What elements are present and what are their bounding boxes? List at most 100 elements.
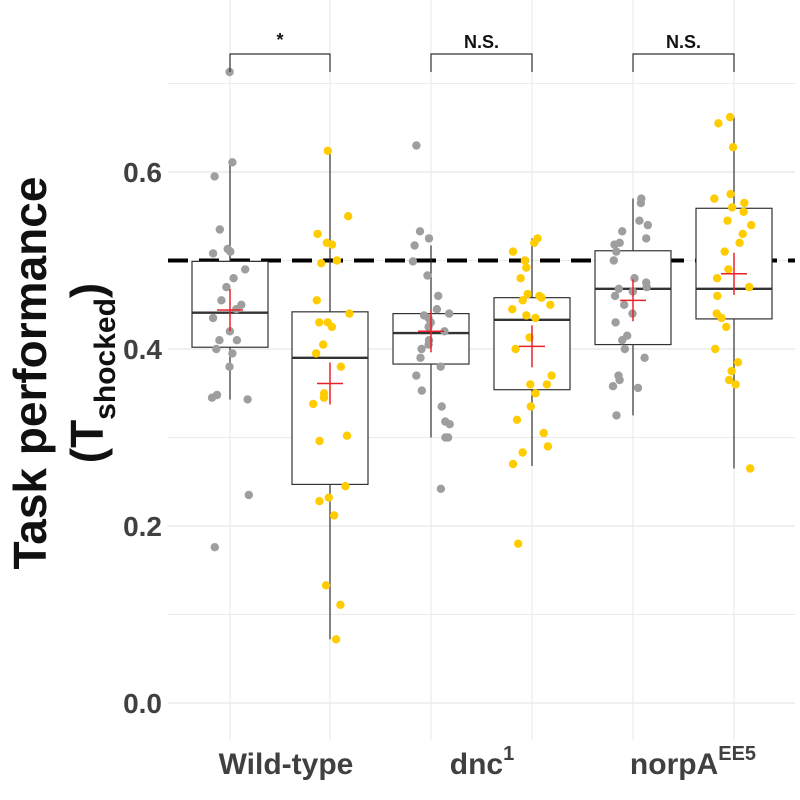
data-point	[518, 448, 527, 457]
data-point	[735, 238, 744, 247]
data-point	[437, 402, 446, 411]
data-point	[228, 158, 237, 167]
data-point	[432, 305, 442, 314]
data-point	[226, 247, 235, 256]
data-point	[640, 353, 649, 362]
data-point	[317, 259, 326, 268]
data-point	[311, 349, 321, 358]
y-tick-label: 0.4	[123, 334, 162, 365]
data-point	[309, 399, 318, 409]
data-point	[424, 234, 434, 243]
data-point	[530, 238, 539, 247]
data-point	[731, 380, 740, 389]
data-point	[327, 240, 337, 249]
data-point	[520, 256, 530, 265]
data-point	[445, 420, 454, 429]
data-point	[207, 393, 217, 402]
data-point	[315, 436, 324, 446]
data-point	[514, 539, 523, 548]
data-point	[643, 220, 652, 230]
data-point	[522, 311, 531, 320]
point-layer	[207, 67, 756, 644]
data-point	[225, 362, 234, 371]
data-point	[511, 344, 520, 354]
significance-bracket	[229, 53, 331, 72]
data-point	[212, 344, 221, 354]
data-point	[723, 216, 732, 225]
data-point	[537, 293, 546, 302]
data-point	[728, 143, 738, 152]
x-category-label: dnc1	[450, 743, 514, 781]
data-point	[436, 362, 445, 371]
data-point	[324, 493, 333, 502]
data-point	[720, 247, 729, 256]
data-point	[417, 386, 426, 395]
significance-label: N.S.	[666, 32, 701, 52]
significance-label: N.S.	[464, 32, 499, 52]
data-point	[712, 274, 722, 283]
data-point	[423, 271, 432, 280]
data-point	[332, 256, 342, 265]
data-point	[618, 227, 627, 236]
data-point	[727, 366, 736, 376]
data-point	[727, 203, 737, 212]
data-point	[441, 433, 450, 442]
data-point	[508, 247, 518, 256]
data-point	[546, 300, 555, 309]
data-point	[208, 313, 218, 323]
significance-label: *	[276, 30, 283, 50]
data-point	[526, 402, 535, 411]
data-point	[215, 225, 224, 234]
data-point	[436, 484, 446, 493]
significance-bracket	[632, 53, 735, 72]
data-point	[620, 344, 629, 354]
data-point	[724, 265, 733, 274]
data-point	[615, 375, 624, 385]
data-point	[341, 482, 350, 491]
x-category-label: norpAEE5	[630, 743, 756, 781]
data-point	[746, 464, 755, 473]
data-point	[522, 263, 531, 272]
data-point	[408, 257, 418, 266]
data-point	[614, 284, 623, 293]
data-point	[345, 309, 354, 318]
data-point	[714, 119, 723, 128]
y-axis-label-line2: (Tshocked)	[61, 283, 122, 463]
data-point	[608, 382, 618, 391]
data-point	[228, 349, 237, 358]
data-point	[344, 212, 353, 221]
data-point	[243, 395, 252, 404]
data-point	[542, 380, 552, 389]
data-point	[342, 431, 352, 440]
data-point	[543, 442, 553, 451]
x-category-label: Wild-type	[219, 748, 354, 781]
y-tick-label: 0.6	[123, 157, 162, 188]
data-point	[321, 581, 331, 590]
data-point	[412, 141, 421, 150]
data-point	[417, 344, 426, 354]
mean-layer	[217, 252, 747, 405]
data-point	[747, 220, 756, 230]
data-point	[739, 207, 748, 216]
data-point	[445, 309, 454, 318]
data-point	[526, 380, 535, 389]
data-point	[630, 274, 639, 283]
data-point	[215, 336, 224, 345]
data-point	[410, 241, 419, 250]
data-point	[642, 234, 651, 243]
data-point	[210, 172, 219, 181]
data-point	[434, 291, 443, 301]
data-point	[336, 600, 345, 609]
data-point	[319, 393, 329, 402]
data-point	[722, 322, 731, 332]
data-point	[232, 305, 241, 314]
data-point	[620, 300, 629, 309]
data-point	[512, 415, 522, 424]
data-point	[315, 497, 324, 506]
data-point	[726, 189, 735, 199]
data-point	[232, 336, 242, 345]
data-point	[508, 459, 518, 469]
data-point	[313, 229, 322, 239]
data-point	[518, 296, 527, 305]
data-point	[241, 265, 250, 274]
